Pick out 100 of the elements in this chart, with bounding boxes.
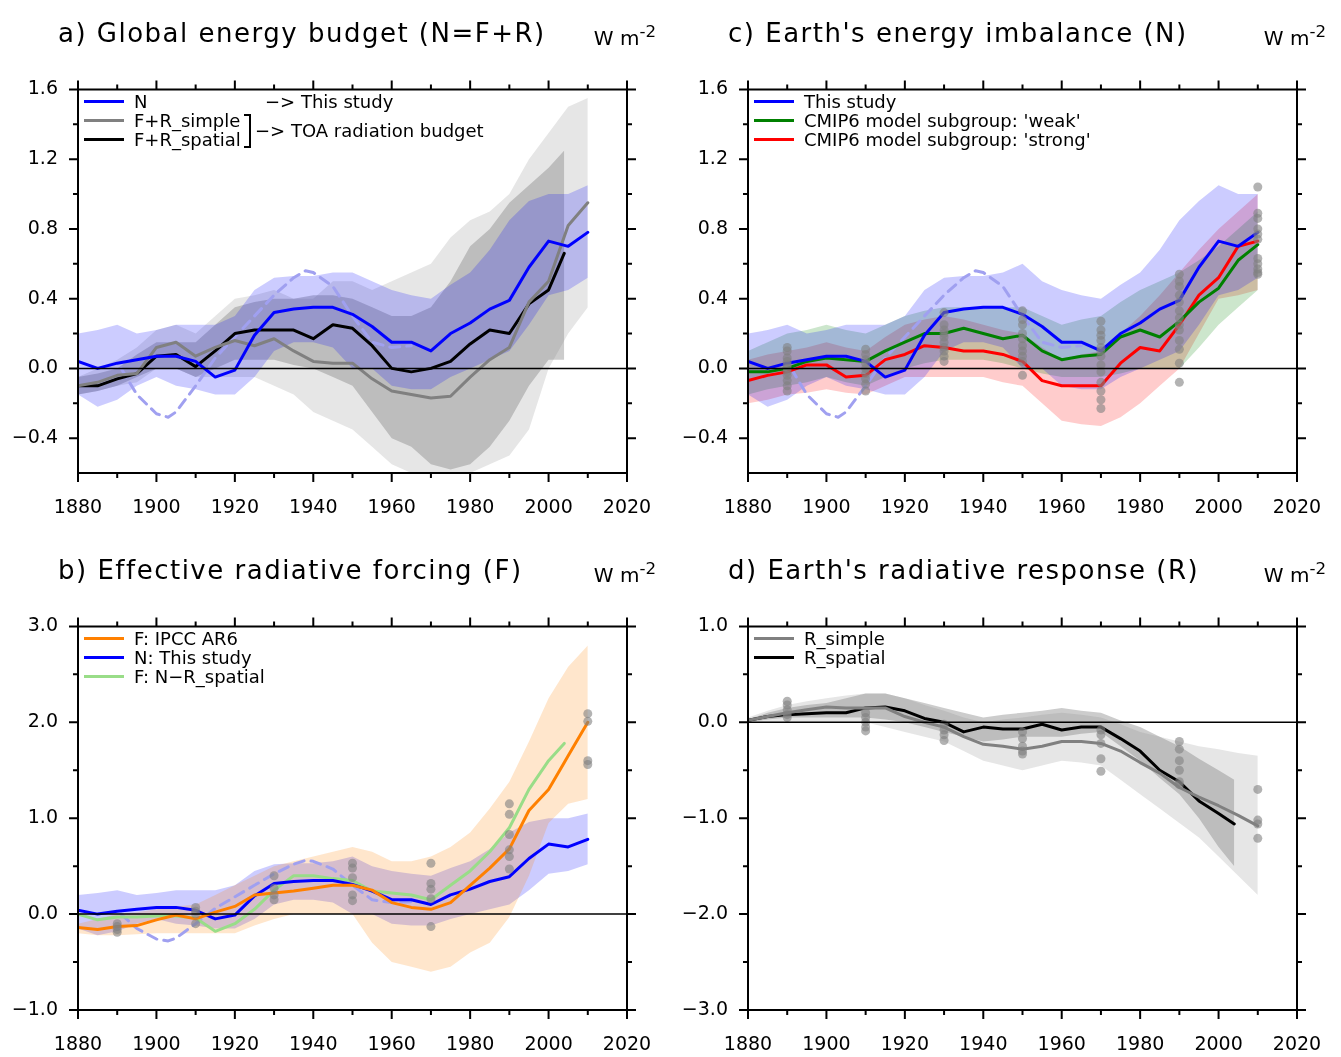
annotation: −> This study: [265, 91, 394, 112]
point: [426, 884, 436, 894]
y-tick-label: 0.0: [697, 355, 728, 378]
point: [861, 726, 871, 736]
annotation: −> TOA radiation budget: [255, 119, 484, 141]
y-tick-label: 0.0: [27, 901, 58, 924]
y-tick-label: −3.0: [681, 996, 728, 1019]
x-tick-label: 1920: [880, 495, 930, 518]
y-tick-label: 0.0: [697, 709, 728, 732]
legend-label: F: IPCC AR6: [134, 628, 239, 649]
x-tick-label: 1880: [53, 495, 103, 518]
x-tick-label: 1900: [802, 1032, 851, 1055]
x-tick-label: 1940: [289, 1032, 338, 1055]
point: [504, 830, 514, 839]
point: [1096, 754, 1106, 764]
legend-label: F+R_simple: [134, 110, 241, 131]
x-tick-label: 1980: [1115, 1032, 1165, 1055]
y-tick-label: −0.4: [681, 425, 728, 448]
chart-title: c) Earth's energy imbalance (N): [728, 18, 1188, 48]
x-tick-label: 2000: [1194, 1032, 1243, 1055]
y-tick-label: 1.0: [697, 613, 728, 636]
x-tick-label: 1880: [723, 1032, 773, 1055]
y-tick-label: −1.0: [11, 996, 58, 1019]
point: [348, 863, 357, 873]
point: [504, 799, 514, 809]
x-tick-label: 1900: [132, 1032, 181, 1055]
y-tick-label: 1.2: [27, 146, 58, 169]
line-series: [119, 269, 413, 419]
point: [583, 709, 593, 719]
x-tick-label: 1940: [289, 495, 338, 518]
y-tick-label: 2.0: [27, 709, 58, 732]
point: [191, 919, 201, 929]
point: [348, 873, 357, 883]
x-tick-label: 1920: [210, 495, 260, 518]
point: [1096, 738, 1106, 748]
x-tick-label: 1940: [959, 495, 1008, 518]
point: [1174, 744, 1184, 754]
x-tick-label: 1900: [132, 495, 181, 518]
x-tick-label: 1900: [802, 495, 851, 518]
point: [348, 896, 357, 906]
y-tick-label: 1.6: [697, 76, 728, 99]
x-tick-label: 1980: [1115, 495, 1165, 518]
point: [1174, 736, 1184, 746]
x-tick-label: 2000: [1194, 495, 1243, 518]
point: [426, 894, 436, 904]
point: [426, 922, 436, 932]
point: [504, 864, 514, 874]
point: [269, 895, 279, 905]
x-tick-label: 1980: [445, 495, 495, 518]
x-tick-label: 2000: [524, 495, 573, 518]
y-tick-label: 0.0: [27, 355, 58, 378]
chart-title: a) Global energy budget (N=F+R): [58, 18, 546, 48]
y-tick-label: 3.0: [27, 613, 58, 636]
point: [504, 809, 514, 819]
chart-title: d) Earth's radiative response (R): [728, 555, 1200, 585]
point: [583, 760, 593, 769]
x-tick-label: 1980: [445, 1032, 495, 1055]
x-tick-label: 1960: [1037, 1032, 1086, 1055]
y-tick-label: −1.0: [681, 805, 728, 828]
x-tick-label: 1960: [367, 495, 416, 518]
point: [1253, 833, 1263, 843]
point: [939, 736, 949, 746]
point: [1174, 765, 1184, 775]
x-tick-label: 2020: [1272, 1032, 1322, 1055]
y-axis-title: W m$^{-2}$: [1263, 559, 1326, 587]
y-tick-label: 0.8: [27, 215, 58, 238]
legend-label: N: This study: [134, 647, 252, 668]
x-tick-label: 2020: [602, 1032, 652, 1055]
y-tick-label: 0.8: [697, 215, 728, 238]
point: [1174, 756, 1184, 766]
x-tick-label: 2020: [1272, 495, 1322, 518]
point: [269, 871, 279, 881]
point: [1253, 784, 1263, 794]
y-tick-label: −0.4: [11, 425, 58, 448]
point: [583, 716, 593, 726]
legend-label: This study: [804, 91, 897, 112]
x-tick-label: 1920: [880, 1032, 930, 1055]
x-tick-label: 2020: [602, 495, 652, 518]
legend-label: R_simple: [804, 628, 885, 649]
point: [426, 858, 436, 868]
point: [1018, 734, 1027, 744]
x-tick-label: 1880: [723, 495, 773, 518]
point: [1096, 766, 1106, 776]
y-tick-label: 0.4: [27, 285, 58, 308]
x-tick-label: 1920: [210, 1032, 260, 1055]
legend-label: N: [134, 91, 148, 112]
y-tick-label: −2.0: [681, 901, 728, 924]
x-tick-label: 1960: [367, 1032, 416, 1055]
y-tick-label: 1.6: [27, 76, 58, 99]
y-tick-label: 1.2: [697, 146, 728, 169]
y-axis-title: W m$^{-2}$: [593, 22, 656, 50]
x-tick-label: 1940: [959, 1032, 1008, 1055]
point: [1096, 730, 1106, 740]
point: [504, 852, 514, 862]
chart-title: b) Effective radiative forcing (F): [58, 555, 523, 585]
y-tick-label: 1.0: [27, 805, 58, 828]
x-tick-label: 1960: [1037, 495, 1086, 518]
x-tick-label: 2000: [524, 1032, 573, 1055]
y-tick-label: 0.4: [697, 285, 728, 308]
x-tick-label: 1880: [53, 1032, 103, 1055]
